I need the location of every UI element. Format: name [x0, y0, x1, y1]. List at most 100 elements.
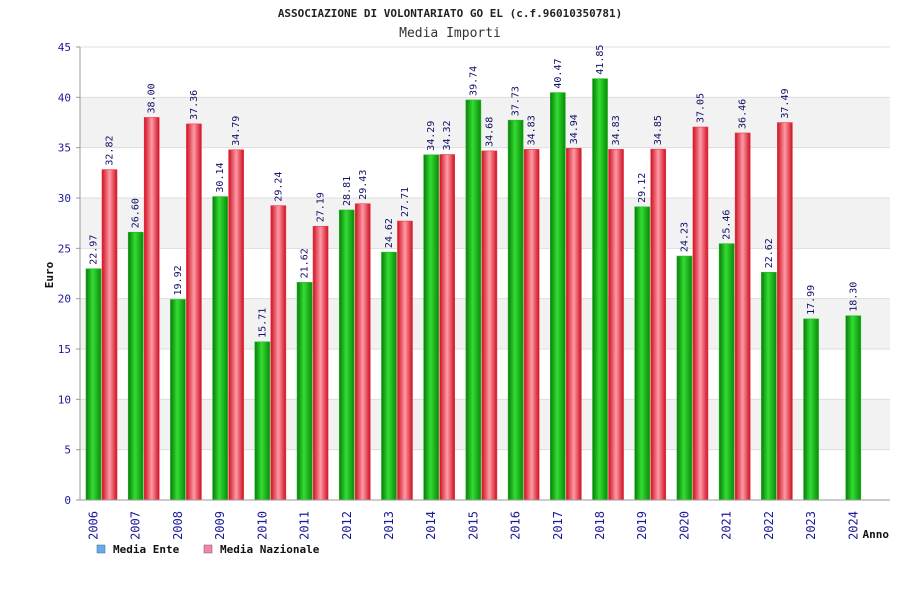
- bar-media-ente-2018: [592, 78, 608, 501]
- bar-media-ente-2020: [676, 255, 693, 501]
- x-axis-label: Anno: [863, 528, 890, 541]
- bar-media-ente-2023: [803, 318, 819, 501]
- value-label-media-ente-2006: 22.97: [89, 235, 100, 265]
- bar-media-nazionale-2022: [777, 122, 793, 501]
- x-tick-label-2022: 2022: [762, 511, 776, 540]
- bar-media-ente-2024: [845, 315, 862, 501]
- x-tick-label-2023: 2023: [804, 511, 818, 540]
- value-label-media-nazionale-2008: 37.36: [189, 90, 200, 120]
- y-tick-label: 25: [58, 242, 71, 255]
- bar-value-labels: 22.97 32.82 26.60 38.00 19.92 37.36 30.14 34.79…: [89, 45, 860, 338]
- bar-media-ente-2021: [718, 243, 735, 501]
- chart-subtitle: Media Importi: [399, 26, 501, 41]
- x-axis-ticks: 2006 2007 2008 2009 2010 2011 2012 2013 2014 2015…: [87, 511, 861, 540]
- bar-media-ente-2022: [761, 271, 777, 501]
- bar-media-ente-2009: [212, 196, 228, 501]
- value-label-media-ente-2009: 30.14: [215, 162, 226, 192]
- legend: Media Ente Media Nazionale: [96, 543, 320, 556]
- legend-label-media-nazionale: Media Nazionale: [220, 543, 320, 556]
- bar-media-ente-2010: [254, 341, 271, 501]
- value-label-media-ente-2021: 25.46: [722, 210, 733, 240]
- value-label-media-ente-2008: 19.92: [173, 265, 184, 295]
- bar-media-nazionale-2008: [186, 123, 202, 501]
- value-label-media-nazionale-2020: 37.05: [695, 93, 706, 123]
- value-label-media-nazionale-2006: 32.82: [105, 136, 116, 166]
- bar-media-nazionale-2019: [650, 148, 667, 501]
- grid-band: [80, 97, 890, 148]
- value-label-media-ente-2024: 18.30: [848, 282, 859, 312]
- y-tick-label: 30: [58, 192, 71, 205]
- bar-media-nazionale-2018: [608, 149, 624, 501]
- bar-media-nazionale-2009: [228, 149, 244, 501]
- x-tick-label-2007: 2007: [129, 511, 143, 540]
- value-label-media-nazionale-2019: 34.85: [653, 115, 664, 145]
- x-tick-label-2013: 2013: [382, 511, 396, 540]
- value-label-media-ente-2019: 29.12: [637, 173, 648, 203]
- bar-media-ente-2008: [170, 299, 186, 501]
- legend-swatch-media-nazionale: [203, 544, 213, 554]
- bar-media-ente-2015: [465, 99, 482, 501]
- x-tick-label-2018: 2018: [593, 511, 607, 540]
- y-axis-label: Euro: [43, 261, 56, 288]
- grid-band: [80, 47, 890, 98]
- x-tick-label-2020: 2020: [677, 511, 691, 540]
- value-label-media-ente-2023: 17.99: [806, 285, 817, 315]
- bar-media-nazionale-2012: [354, 203, 371, 501]
- bar-media-nazionale-2017: [566, 147, 582, 501]
- x-tick-label-2024: 2024: [846, 511, 860, 540]
- x-tick-label-2006: 2006: [87, 511, 101, 540]
- x-tick-label-2011: 2011: [298, 511, 312, 540]
- bar-media-nazionale-2013: [397, 220, 413, 501]
- bar-media-nazionale-2011: [312, 225, 329, 501]
- value-label-media-nazionale-2013: 27.71: [400, 187, 411, 217]
- x-tick-label-2014: 2014: [424, 511, 438, 540]
- y-tick-label: 45: [58, 41, 71, 54]
- value-label-media-ente-2020: 24.23: [679, 222, 690, 252]
- chart-title: ASSOCIAZIONE DI VOLONTARIATO GO EL (c.f.…: [278, 7, 622, 20]
- x-tick-label-2016: 2016: [509, 511, 523, 540]
- y-axis-ticks: 0 5 10 15 20 25 30 35 40 45: [58, 41, 71, 507]
- bar-media-nazionale-2020: [692, 126, 709, 501]
- value-label-media-nazionale-2017: 34.94: [569, 114, 580, 144]
- x-tick-label-2009: 2009: [213, 511, 227, 540]
- bar-media-nazionale-2016: [523, 149, 540, 501]
- value-label-media-nazionale-2018: 34.83: [611, 115, 622, 145]
- legend-label-media-ente: Media Ente: [113, 543, 180, 556]
- bar-media-ente-2016: [507, 119, 524, 501]
- x-tick-label-2019: 2019: [635, 511, 649, 540]
- value-label-media-ente-2015: 39.74: [468, 66, 479, 96]
- y-tick-label: 40: [58, 91, 71, 104]
- legend-swatch-media-ente: [96, 544, 106, 554]
- bar-media-nazionale-2006: [101, 169, 118, 501]
- value-label-media-nazionale-2016: 34.83: [527, 115, 538, 145]
- value-label-media-nazionale-2021: 36.46: [738, 99, 749, 129]
- value-label-media-ente-2010: 15.71: [257, 308, 268, 338]
- value-label-media-nazionale-2022: 37.49: [780, 88, 791, 118]
- value-label-media-ente-2012: 28.81: [342, 176, 353, 206]
- bar-media-nazionale-2021: [734, 132, 751, 501]
- y-tick-label: 20: [58, 293, 71, 306]
- x-tick-label-2010: 2010: [255, 511, 269, 540]
- value-label-media-ente-2011: 21.62: [300, 248, 311, 278]
- y-tick-label: 35: [58, 142, 71, 155]
- value-label-media-ente-2017: 40.47: [553, 58, 564, 88]
- y-tick-label: 10: [58, 393, 71, 406]
- bars: [85, 78, 862, 501]
- value-label-media-ente-2007: 26.60: [131, 198, 142, 228]
- x-tick-label-2017: 2017: [551, 511, 565, 540]
- bar-media-ente-2013: [381, 251, 397, 501]
- bar-media-nazionale-2014: [439, 154, 455, 501]
- x-tick-label-2021: 2021: [720, 511, 734, 540]
- bar-media-nazionale-2015: [481, 150, 498, 501]
- value-label-media-nazionale-2007: 38.00: [147, 83, 158, 113]
- bar-media-ente-2014: [423, 154, 439, 501]
- value-label-media-ente-2018: 41.85: [595, 45, 606, 75]
- bar-media-ente-2012: [338, 209, 355, 501]
- value-label-media-nazionale-2012: 29.43: [358, 170, 369, 200]
- bar-media-nazionale-2010: [270, 205, 287, 501]
- value-label-media-ente-2022: 22.62: [764, 238, 775, 268]
- bar-media-ente-2019: [634, 206, 651, 501]
- y-tick-label: 0: [64, 494, 71, 507]
